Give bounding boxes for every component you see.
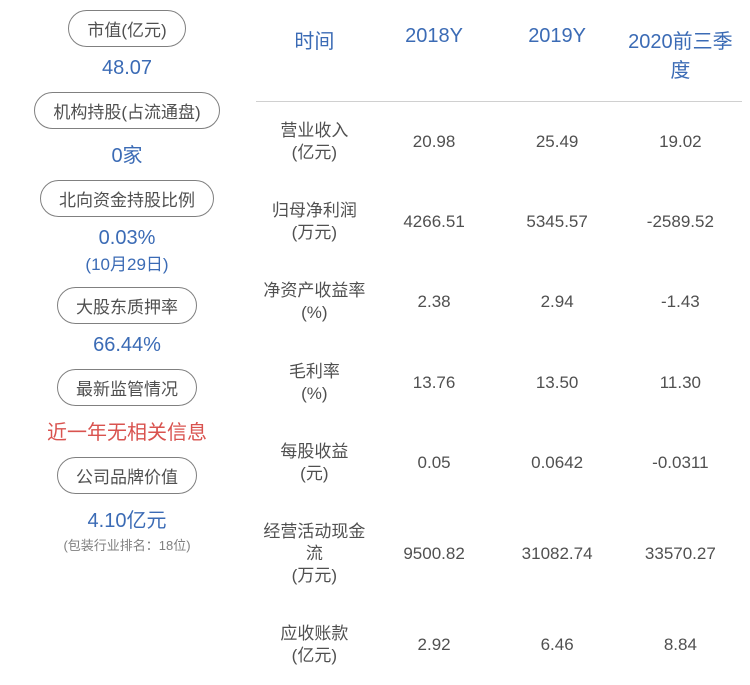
data-cell: 2.92 bbox=[373, 605, 496, 685]
row-label-cell: 每股收益 (元) bbox=[256, 423, 373, 503]
metric-value: 0家 bbox=[111, 139, 142, 168]
row-label-cell: 营业收入 (亿元) bbox=[256, 102, 373, 183]
row-unit: (万元) bbox=[292, 565, 337, 587]
left-metrics-panel: 市值(亿元) 48.07 机构持股(占流通盘) 0家 北向资金持股比例 0.03… bbox=[8, 10, 246, 668]
header-2018: 2018Y bbox=[373, 10, 496, 102]
data-cell: 20.98 bbox=[373, 102, 496, 183]
row-label: 净资产收益率 bbox=[263, 280, 365, 302]
table-row: 净资产收益率 (%) 2.38 2.94 -1.43 bbox=[256, 262, 742, 342]
data-cell: 13.76 bbox=[373, 343, 496, 423]
table-row: 每股收益 (元) 0.05 0.0642 -0.0311 bbox=[256, 423, 742, 503]
row-label: 归母净利润 bbox=[272, 200, 357, 222]
data-cell: 4266.51 bbox=[373, 182, 496, 262]
financial-table: 时间 2018Y 2019Y 2020前三季度 营业收入 (亿元) 20.98 … bbox=[256, 10, 742, 685]
table-row: 应收账款 (亿元) 2.92 6.46 8.84 bbox=[256, 605, 742, 685]
metric-label: 机构持股(占流通盘) bbox=[34, 92, 219, 129]
data-cell: 5345.57 bbox=[496, 182, 619, 262]
row-unit: (元) bbox=[300, 463, 328, 485]
table-body: 营业收入 (亿元) 20.98 25.49 19.02 归母净利润 (万元) 4… bbox=[256, 102, 742, 685]
metric-brand: 公司品牌价值 4.10亿元 (包装行业排名：18位) bbox=[8, 457, 246, 554]
row-label: 毛利率 bbox=[289, 361, 340, 383]
row-unit: (亿元) bbox=[292, 142, 337, 164]
data-cell: 9500.82 bbox=[373, 503, 496, 605]
financial-table-panel: 时间 2018Y 2019Y 2020前三季度 营业收入 (亿元) 20.98 … bbox=[246, 10, 742, 668]
data-cell: 2.94 bbox=[496, 262, 619, 342]
header-2019: 2019Y bbox=[496, 10, 619, 102]
metric-value: 0.03% bbox=[99, 227, 156, 250]
data-cell: 11.30 bbox=[619, 343, 742, 423]
table-header-row: 时间 2018Y 2019Y 2020前三季度 bbox=[256, 10, 742, 102]
metric-pledge: 大股东质押率 66.44% bbox=[8, 287, 246, 357]
metric-label: 最新监管情况 bbox=[57, 369, 197, 406]
metric-value: 近一年无相关信息 bbox=[47, 416, 207, 445]
header-2020: 2020前三季度 bbox=[619, 10, 742, 102]
table-row: 经营活动现金流 (万元) 9500.82 31082.74 33570.27 bbox=[256, 503, 742, 605]
data-cell: 0.05 bbox=[373, 423, 496, 503]
metric-label: 大股东质押率 bbox=[57, 287, 197, 324]
data-cell: 13.50 bbox=[496, 343, 619, 423]
metric-note: (包装行业排名：18位) bbox=[63, 535, 190, 554]
row-label-cell: 毛利率 (%) bbox=[256, 343, 373, 423]
row-label-cell: 应收账款 (亿元) bbox=[256, 605, 373, 685]
row-unit: (%) bbox=[301, 383, 327, 405]
data-cell: 33570.27 bbox=[619, 503, 742, 605]
row-label-cell: 净资产收益率 (%) bbox=[256, 262, 373, 342]
metric-label: 公司品牌价值 bbox=[57, 457, 197, 494]
row-label: 营业收入 bbox=[280, 120, 348, 142]
data-cell: 25.49 bbox=[496, 102, 619, 183]
row-label: 经营活动现金流 bbox=[262, 521, 367, 565]
metric-label: 北向资金持股比例 bbox=[40, 180, 214, 217]
metric-market-cap: 市值(亿元) 48.07 bbox=[8, 10, 246, 80]
row-unit: (亿元) bbox=[292, 645, 337, 667]
metric-label: 市值(亿元) bbox=[68, 10, 185, 47]
row-unit: (万元) bbox=[292, 222, 337, 244]
metric-northbound: 北向资金持股比例 0.03% (10月29日) bbox=[8, 180, 246, 275]
row-label: 应收账款 bbox=[280, 623, 348, 645]
data-cell: -0.0311 bbox=[619, 423, 742, 503]
metric-sub: (10月29日) bbox=[85, 250, 168, 275]
table-row: 归母净利润 (万元) 4266.51 5345.57 -2589.52 bbox=[256, 182, 742, 262]
data-cell: 0.0642 bbox=[496, 423, 619, 503]
data-cell: 2.38 bbox=[373, 262, 496, 342]
metric-value: 4.10亿元 bbox=[88, 504, 167, 533]
data-cell: 8.84 bbox=[619, 605, 742, 685]
row-unit: (%) bbox=[301, 302, 327, 324]
row-label-cell: 经营活动现金流 (万元) bbox=[256, 503, 373, 605]
table-row: 毛利率 (%) 13.76 13.50 11.30 bbox=[256, 343, 742, 423]
header-time: 时间 bbox=[256, 10, 373, 102]
table-row: 营业收入 (亿元) 20.98 25.49 19.02 bbox=[256, 102, 742, 183]
data-cell: 31082.74 bbox=[496, 503, 619, 605]
metric-value: 48.07 bbox=[102, 57, 152, 80]
data-cell: 6.46 bbox=[496, 605, 619, 685]
row-label: 每股收益 bbox=[280, 441, 348, 463]
data-cell: -2589.52 bbox=[619, 182, 742, 262]
data-cell: 19.02 bbox=[619, 102, 742, 183]
metric-institutional: 机构持股(占流通盘) 0家 bbox=[8, 92, 246, 168]
metric-regulatory: 最新监管情况 近一年无相关信息 bbox=[8, 369, 246, 445]
data-cell: -1.43 bbox=[619, 262, 742, 342]
row-label-cell: 归母净利润 (万元) bbox=[256, 182, 373, 262]
metric-value: 66.44% bbox=[93, 334, 161, 357]
